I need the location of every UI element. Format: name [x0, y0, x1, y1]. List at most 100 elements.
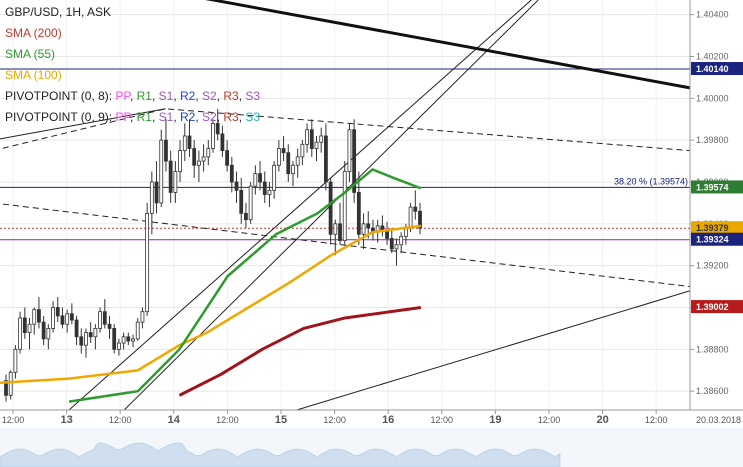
sma-200-line: [178, 306, 422, 397]
candle-body: [37, 309, 41, 323]
candle-body: [154, 181, 159, 204]
pivot-legend-item: PIVOTPOINT (0, 9): PP, R1, S1, R2, S2, R…: [5, 110, 260, 124]
candle-body: [286, 152, 291, 175]
x-tick-label: 15: [275, 414, 287, 426]
price-label: 1.40140: [696, 64, 729, 74]
x-tick-label: 12:00: [645, 415, 668, 425]
candle-body: [13, 348, 18, 373]
candle-body: [281, 148, 286, 154]
x-tick-label: 12:00: [323, 415, 346, 425]
candle-body: [267, 189, 272, 195]
candle-body: [347, 129, 352, 172]
x-tick-label: 13: [60, 414, 72, 426]
candle-body: [192, 148, 197, 166]
candle-body: [60, 315, 65, 325]
candle-body: [276, 148, 281, 166]
candle-body: [112, 328, 117, 350]
price-label-box: [691, 62, 743, 76]
candle-body: [159, 139, 164, 204]
candle-body: [121, 336, 126, 344]
candle-body: [32, 309, 37, 325]
price-label: 1.39002: [696, 302, 729, 312]
x-tick-label: 20: [596, 414, 608, 426]
candle-body: [206, 148, 211, 158]
x-tick-label: 12:00: [109, 415, 132, 425]
candle-body: [51, 307, 55, 329]
candle-body: [196, 160, 201, 166]
price-label: 1.39324: [696, 235, 729, 245]
candle-body: [74, 319, 79, 338]
candle-body: [131, 338, 135, 342]
candle-body: [135, 321, 140, 340]
candle-body: [93, 328, 98, 338]
candle-body: [98, 311, 102, 329]
y-tick-label: 1.40200: [696, 51, 729, 61]
candle-body: [338, 223, 342, 241]
pivot-legend-item: PIVOTPOINT (0, 8): PP, R1, S1, R2, S2, R…: [5, 89, 260, 103]
candle-body: [418, 210, 422, 229]
candle-body: [145, 212, 150, 313]
candle-body: [239, 189, 244, 214]
legend-item: SMA (200): [5, 26, 62, 40]
chart-legend: [0, 0, 300, 130]
legend-item: SMA (100): [5, 68, 62, 82]
candle-body: [18, 317, 23, 350]
candle-body: [201, 156, 206, 162]
candle-body: [291, 164, 295, 175]
candle-body: [215, 123, 220, 135]
price-label-box: [691, 232, 743, 246]
x-date-label: 20.03.2018: [696, 415, 741, 425]
candle-body: [22, 317, 27, 334]
candle-body: [319, 135, 324, 143]
legend-item: GBP/USD, 1H, ASK: [5, 5, 111, 19]
candle-body: [164, 139, 168, 162]
candle-body: [234, 181, 239, 191]
candle-body: [352, 129, 357, 193]
candle-body: [394, 244, 399, 250]
candle-body: [305, 129, 309, 145]
y-tick-label: 1.38800: [696, 344, 729, 354]
price-label-box: [691, 300, 743, 314]
candle-body: [314, 141, 319, 149]
candle-body: [356, 192, 361, 235]
candle-body: [399, 235, 404, 246]
candle-body: [187, 135, 192, 149]
x-tick-label: 12:00: [431, 415, 454, 425]
trend-line: [296, 290, 691, 411]
candle-body: [220, 133, 225, 152]
candle-body: [41, 321, 46, 340]
y-tick-label: 1.38600: [696, 386, 729, 396]
candle-body: [168, 160, 173, 193]
y-tick-label: 1.39200: [696, 261, 729, 271]
x-tick-label: 14: [168, 414, 181, 426]
trend-line: [68, 0, 532, 411]
candle-body: [173, 171, 178, 193]
candle-body: [8, 371, 13, 396]
x-tick-label: 12:00: [216, 415, 239, 425]
candle-body: [295, 156, 300, 166]
candle-body: [182, 135, 187, 152]
y-tick-label: 1.39800: [696, 135, 729, 145]
candle-body: [380, 225, 385, 231]
candle-body: [84, 332, 88, 346]
candle-body: [324, 135, 328, 183]
candle-body: [126, 336, 131, 342]
candle-body: [342, 171, 347, 241]
candle-body: [309, 129, 314, 149]
price-label: 1.39379: [696, 223, 729, 233]
candle-body: [262, 181, 267, 195]
candle-body: [413, 206, 418, 212]
trend-line: [0, 203, 691, 288]
x-tick-label: 12:00: [538, 415, 561, 425]
x-tick-label: 16: [382, 414, 394, 426]
candle-body: [102, 311, 107, 325]
trend-line: [0, 108, 166, 140]
candle-body: [328, 181, 333, 235]
candle-body: [300, 143, 305, 158]
y-tick-label: 1.40000: [696, 93, 729, 103]
candle-body: [211, 123, 215, 149]
candle-body: [258, 173, 262, 183]
trend-line: [205, 0, 691, 90]
candle-body: [366, 223, 371, 229]
